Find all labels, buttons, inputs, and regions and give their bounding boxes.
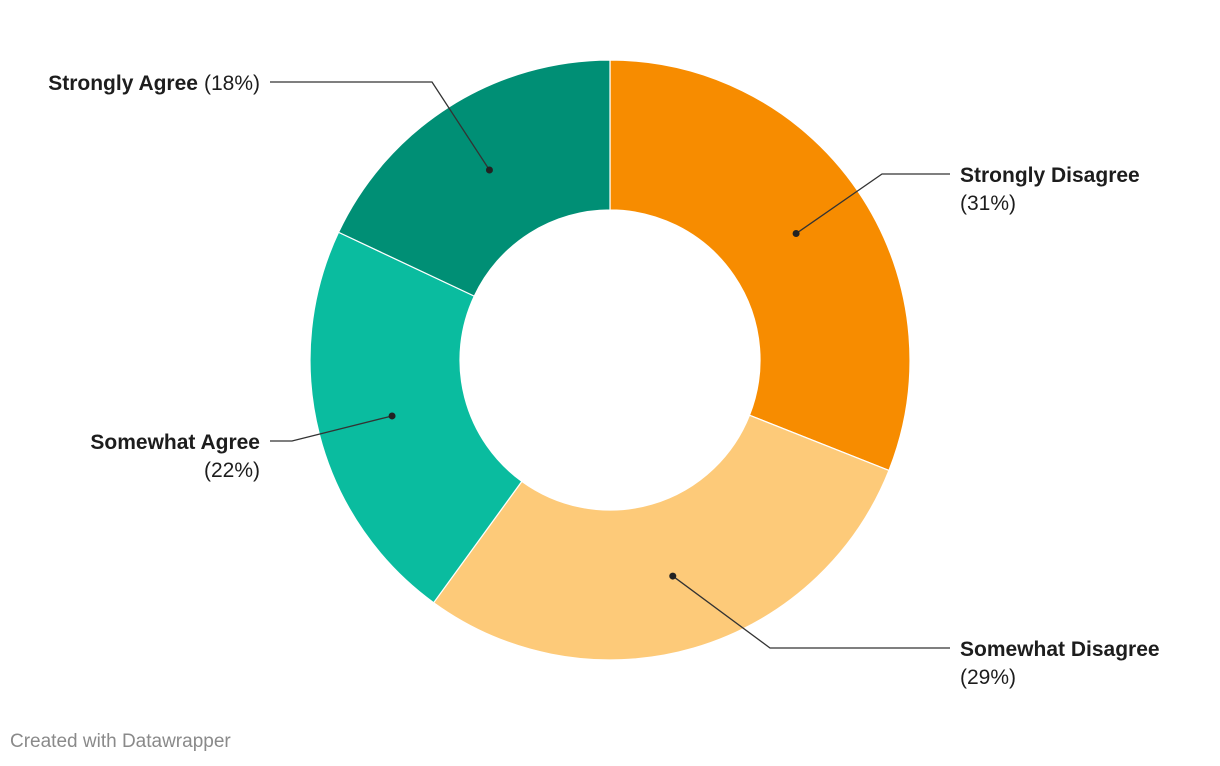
leader-line-somewhat-agree bbox=[270, 415, 393, 442]
leader-line-somewhat-disagree bbox=[672, 575, 950, 649]
slice-strongly-agree bbox=[337, 59, 611, 297]
donut-slices bbox=[309, 59, 911, 661]
label-strongly-disagree-pct: (31%) bbox=[960, 192, 1016, 215]
label-strongly-agree-name: Strongly Agree bbox=[48, 72, 198, 95]
leader-dot-somewhat-agree bbox=[388, 412, 396, 420]
leader-dot-strongly-disagree bbox=[792, 230, 800, 238]
label-leaders bbox=[270, 81, 950, 649]
leader-line-strongly-disagree bbox=[795, 173, 950, 235]
label-strongly-agree: Strongly Agree (18%) bbox=[48, 72, 260, 95]
slice-somewhat-agree bbox=[309, 231, 523, 604]
leader-dot-strongly-agree bbox=[485, 166, 493, 174]
label-strongly-disagree-name: Strongly Disagree bbox=[960, 164, 1140, 187]
label-strongly-agree-pct: (18%) bbox=[204, 72, 260, 95]
leader-dot-somewhat-disagree bbox=[669, 572, 677, 580]
label-somewhat-disagree-name: Somewhat Disagree bbox=[960, 638, 1160, 661]
datawrapper-credit: Created with Datawrapper bbox=[10, 731, 231, 752]
label-somewhat-agree-pct: (22%) bbox=[204, 459, 260, 482]
label-somewhat-disagree-pct: (29%) bbox=[960, 666, 1016, 689]
slice-somewhat-disagree bbox=[432, 414, 890, 661]
label-somewhat-agree-name: Somewhat Agree bbox=[90, 431, 260, 454]
slice-strongly-disagree bbox=[609, 59, 911, 472]
leader-line-strongly-agree bbox=[270, 81, 490, 171]
slice-labels: Strongly Disagree (31%) Somewhat Disagre… bbox=[48, 72, 1159, 689]
